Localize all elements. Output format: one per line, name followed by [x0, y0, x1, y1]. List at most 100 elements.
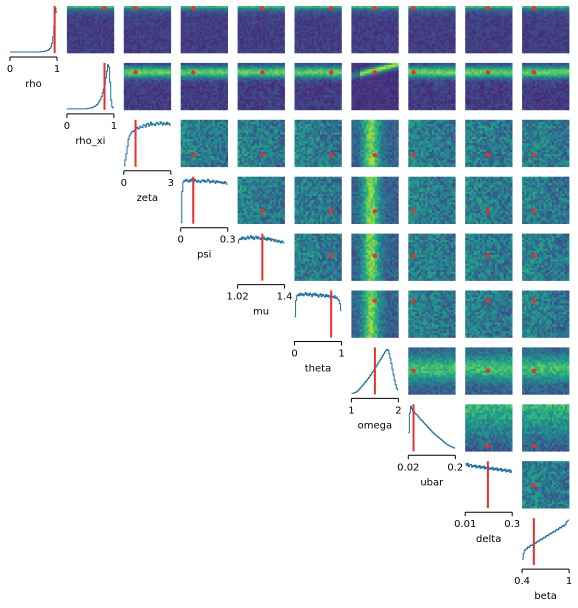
tick-label-rho_xi-max: 1 — [111, 121, 117, 132]
truth-point-rho_xi-zeta — [133, 70, 138, 75]
panel-rho_xi-theta — [294, 62, 342, 111]
truth-point-mu-beta — [531, 253, 537, 259]
panel-theta-omega — [351, 290, 399, 338]
truth-point-omega-beta — [531, 368, 537, 374]
hist-panel-rho_xi: 0 1 rho_xi — [64, 62, 117, 147]
truth-point-rho-beta — [531, 6, 537, 11]
axis-label-theta: theta — [305, 364, 331, 375]
hist-panel-psi: 0 0.3 psi — [178, 176, 236, 261]
tick-label-rho-max: 1 — [54, 64, 60, 75]
axis-label-delta: delta — [476, 534, 501, 545]
panel-psi-mu — [237, 176, 285, 224]
panel-rho_xi-ubar — [408, 62, 456, 111]
panel-omega-beta — [522, 347, 570, 395]
truth-point-rho-rho_xi — [102, 6, 107, 11]
panel-rho-beta — [522, 6, 570, 54]
panel-mu-delta — [465, 233, 513, 281]
panel-omega-delta — [465, 347, 513, 395]
tick-label-zeta-max: 3 — [168, 178, 174, 189]
truth-point-mu-omega — [372, 253, 378, 259]
hist-theta — [294, 292, 342, 318]
panel-rho-omega — [351, 6, 399, 54]
truth-point-zeta-psi — [191, 152, 196, 158]
panel-psi-theta — [294, 176, 342, 224]
panel-zeta-theta — [294, 119, 342, 168]
panel-mu-ubar — [408, 233, 456, 281]
tick-label-beta-min: 0.4 — [514, 576, 530, 587]
truth-point-zeta-delta — [485, 152, 491, 158]
hist-rho_xi — [66, 64, 114, 110]
axis-label-beta: beta — [534, 591, 557, 602]
hist-mu — [237, 235, 285, 244]
panel-rho-rho_xi — [66, 6, 115, 54]
panel-ubar-delta — [465, 404, 513, 452]
tick-label-omega-min: 1 — [348, 405, 354, 416]
truth-point-rho_xi-psi — [191, 70, 196, 75]
panel-rho_xi-mu — [237, 62, 285, 111]
panel-zeta-mu — [237, 119, 285, 168]
panel-rho-psi — [180, 6, 228, 54]
panel-rho_xi-omega — [351, 62, 399, 111]
truth-point-rho_xi-omega — [372, 70, 378, 75]
panel-rho-ubar — [408, 6, 456, 54]
truth-point-theta-omega — [372, 298, 378, 304]
hist-panel-beta: 0.4 1 beta — [514, 518, 572, 602]
truth-point-rho_xi-delta — [485, 70, 491, 75]
panel-zeta-delta — [465, 119, 513, 168]
tick-label-mu-max: 1.4 — [277, 292, 293, 303]
hist-psi — [180, 178, 228, 224]
axis-label-omega: omega — [358, 420, 393, 431]
truth-point-psi-delta — [485, 208, 491, 214]
panel-mu-theta — [294, 233, 342, 281]
truth-point-psi-theta — [328, 208, 334, 214]
hist-panel-zeta: 0 3 zeta — [121, 119, 174, 204]
hist-panel-rho: 0 1 rho — [7, 6, 60, 90]
panel-rho_xi-zeta — [123, 62, 172, 111]
panel-psi-beta — [522, 176, 570, 224]
tick-label-ubar-max: 0.2 — [447, 462, 463, 473]
truth-point-rho_xi-theta — [328, 70, 334, 75]
truth-point-zeta-mu — [260, 152, 265, 158]
truth-point-psi-omega — [372, 208, 378, 214]
axis-label-ubar: ubar — [420, 477, 444, 488]
tick-label-theta-min: 0 — [291, 349, 297, 360]
panel-psi-omega — [351, 176, 399, 224]
tick-label-ubar-min: 0.02 — [397, 462, 419, 473]
hist-panel-mu: 1.02 1.4 mu — [226, 233, 293, 318]
panel-rho-zeta — [123, 6, 172, 54]
hist-zeta — [123, 121, 171, 167]
panel-delta-beta — [522, 461, 570, 509]
panel-theta-ubar — [408, 290, 456, 338]
truth-point-rho-omega — [372, 6, 378, 11]
axis-label-psi: psi — [197, 250, 211, 261]
panel-psi-delta — [465, 176, 513, 224]
tick-label-beta-max: 1 — [566, 576, 572, 587]
truth-point-mu-ubar — [411, 253, 416, 259]
tick-label-mu-min: 1.02 — [226, 292, 248, 303]
truth-point-psi-ubar — [411, 208, 416, 214]
tick-label-rho_xi-min: 0 — [64, 121, 70, 132]
panel-theta-beta — [522, 290, 570, 338]
panel-zeta-psi — [180, 119, 228, 168]
truth-point-theta-ubar — [411, 298, 416, 304]
tick-label-psi-min: 0 — [178, 235, 184, 246]
panel-mu-omega — [351, 233, 399, 281]
panel-zeta-omega — [351, 119, 399, 168]
tick-label-zeta-min: 0 — [121, 178, 127, 189]
truth-point-rho-psi — [191, 6, 196, 11]
truth-point-rho-theta — [328, 6, 334, 11]
tick-label-omega-max: 2 — [395, 405, 401, 416]
truth-point-rho_xi-ubar — [411, 70, 416, 75]
tick-label-rho-min: 0 — [7, 64, 13, 75]
truth-point-zeta-ubar — [411, 152, 416, 158]
truth-point-rho-ubar — [411, 6, 416, 11]
truth-point-zeta-theta — [328, 152, 334, 158]
panel-psi-ubar — [408, 176, 456, 224]
tick-label-psi-max: 0.3 — [220, 235, 236, 246]
truth-point-theta-beta — [531, 298, 537, 304]
truth-point-psi-mu — [260, 208, 265, 214]
truth-point-theta-delta — [485, 298, 491, 304]
